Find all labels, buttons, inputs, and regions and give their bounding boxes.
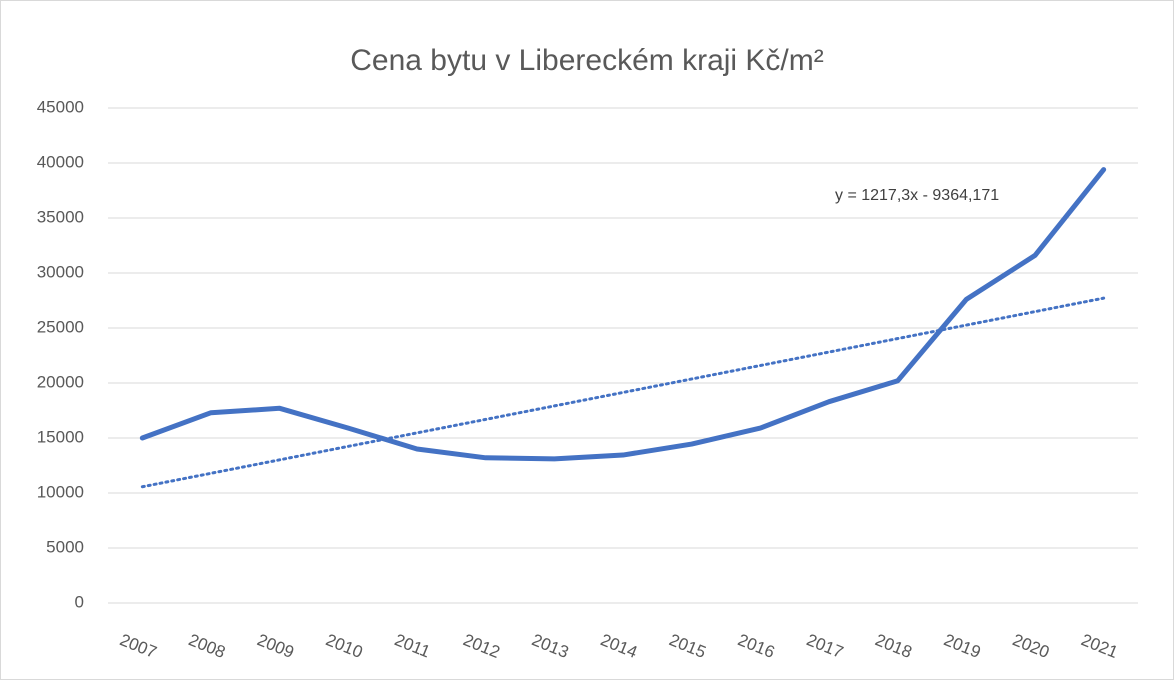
chart-title: Cena bytu v Libereckém kraji Kč/m²	[350, 44, 824, 77]
line-series	[139, 167, 1107, 462]
y-tick-label: 20000	[37, 372, 84, 391]
y-tick-label: 35000	[37, 207, 84, 226]
trendline-equation: y = 1217,3x - 9364,171	[835, 187, 999, 204]
y-tick-label: 45000	[37, 97, 84, 116]
y-tick-label: 15000	[37, 427, 84, 446]
y-tick-label: 40000	[37, 152, 84, 171]
y-tick-label: 10000	[37, 482, 84, 501]
y-tick-label: 0	[75, 592, 84, 611]
y-tick-label: 25000	[37, 317, 84, 336]
y-tick-label: 5000	[46, 537, 84, 556]
y-tick-label: 30000	[37, 262, 84, 281]
